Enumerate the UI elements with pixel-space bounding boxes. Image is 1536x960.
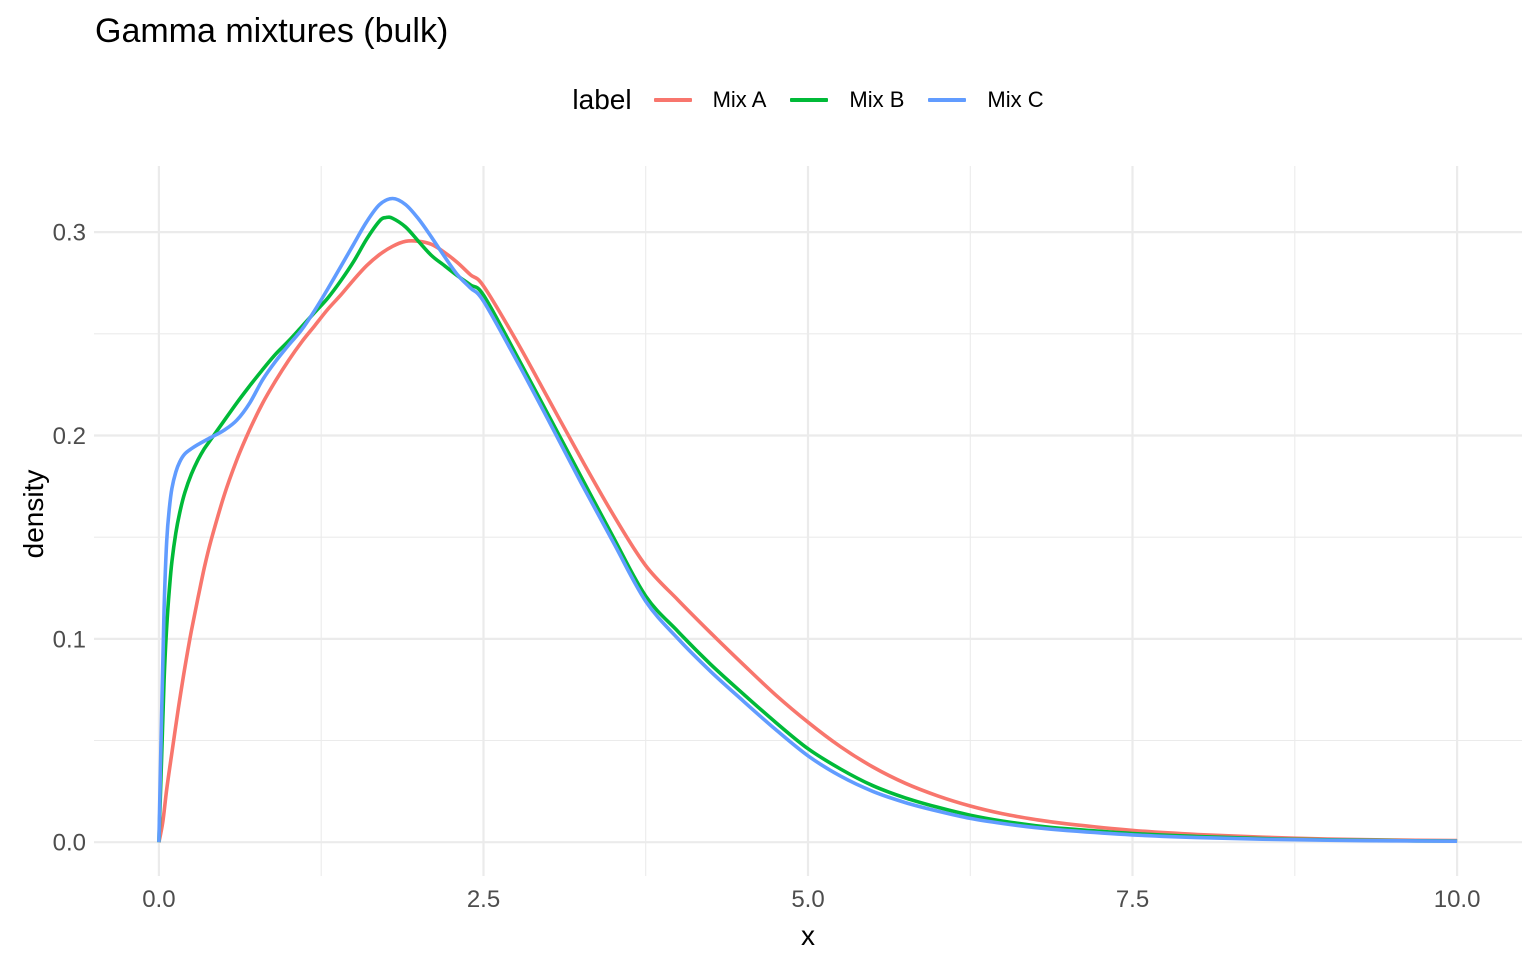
legend-label: Mix B bbox=[849, 87, 905, 112]
x-tick-label: 2.5 bbox=[467, 886, 500, 913]
legend-key-line bbox=[790, 98, 829, 102]
legend-item-mix-b: Mix B bbox=[790, 87, 904, 113]
x-tick-label: 0.0 bbox=[142, 886, 175, 913]
x-tick-label: 7.5 bbox=[1116, 886, 1149, 913]
legend-label: Mix C bbox=[987, 87, 1044, 112]
x-tick-label: 5.0 bbox=[791, 886, 824, 913]
legend-key-line bbox=[653, 98, 692, 102]
y-tick-label: 0.1 bbox=[53, 626, 86, 653]
series-line-mix-c bbox=[157, 196, 1458, 843]
y-tick-label: 0.2 bbox=[53, 423, 86, 450]
series-line-mix-a bbox=[157, 239, 1458, 843]
legend-item-mix-a: Mix A bbox=[653, 87, 767, 113]
series-line-mix-b bbox=[157, 215, 1458, 843]
legend-key-line bbox=[928, 98, 967, 102]
y-tick-label: 0.3 bbox=[53, 220, 86, 247]
y-tick-label: 0.0 bbox=[53, 830, 86, 857]
legend: label Mix A Mix B Mix C bbox=[94, 81, 1522, 119]
chart-title: Gamma mixtures (bulk) bbox=[95, 12, 449, 50]
legend-items: Mix A Mix B Mix C bbox=[653, 87, 1044, 113]
legend-label: Mix A bbox=[712, 87, 767, 112]
legend-item-mix-c: Mix C bbox=[928, 87, 1044, 113]
legend-title: label bbox=[572, 84, 632, 115]
y-axis-title: density bbox=[18, 469, 49, 559]
x-tick-label: 10.0 bbox=[1434, 886, 1481, 913]
